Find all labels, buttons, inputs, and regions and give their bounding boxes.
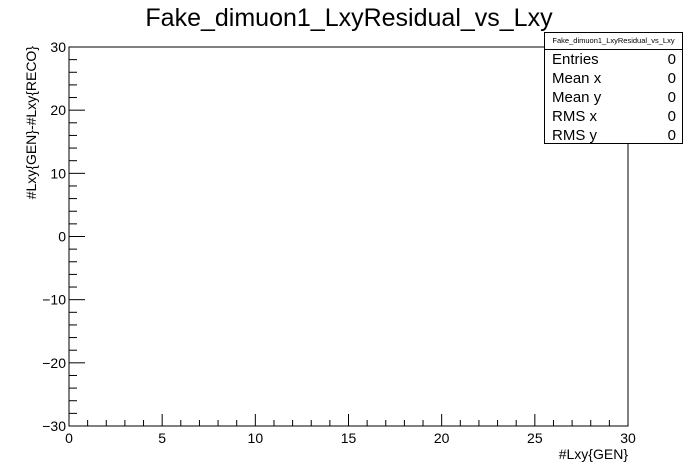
stats-row: RMS y 0: [545, 126, 682, 145]
stats-label: Mean y: [552, 89, 602, 106]
stats-value: 0: [667, 51, 676, 68]
x-tick-label: 25: [527, 430, 543, 446]
y-tick-label: 10: [50, 165, 66, 181]
stats-row: Mean y 0: [545, 88, 682, 107]
y-axis-label: #Lxy{GEN}-#Lxy{RECO}: [23, 46, 39, 200]
stats-value: 0: [667, 108, 676, 125]
x-tick-label: 5: [158, 430, 166, 446]
x-tick-label: 10: [248, 430, 264, 446]
stats-row: Mean x 0: [545, 69, 682, 88]
stats-value: 0: [667, 70, 676, 87]
y-tick-label: −20: [42, 355, 66, 371]
stats-row: Entries 0: [545, 50, 682, 69]
chart-title: Fake_dimuon1_LxyResidual_vs_Lxy: [145, 4, 553, 32]
x-tick-label: 30: [620, 430, 636, 446]
stats-box-title: Fake_dimuon1_LxyResidual_vs_Lxy: [545, 33, 682, 50]
y-tick-label: 0: [58, 229, 66, 245]
x-tick-label: 15: [341, 430, 357, 446]
stats-label: RMS y: [552, 127, 597, 144]
y-tick-label: 20: [50, 102, 66, 118]
stats-value: 0: [667, 127, 676, 144]
x-tick-label: 0: [65, 430, 73, 446]
y-tick-label: −10: [42, 292, 66, 308]
stats-label: Mean x: [552, 70, 602, 87]
stats-row: RMS x 0: [545, 107, 682, 126]
x-axis-label: #Lxy{GEN}: [559, 446, 629, 462]
stats-label: Entries: [552, 51, 599, 68]
y-tick-label: −30: [42, 418, 66, 434]
stats-value: 0: [667, 89, 676, 106]
y-tick-label: 30: [50, 39, 66, 55]
x-tick-label: 20: [434, 430, 450, 446]
stats-label: RMS x: [552, 108, 597, 125]
stats-box: Fake_dimuon1_LxyResidual_vs_Lxy Entries 0…: [544, 32, 683, 144]
